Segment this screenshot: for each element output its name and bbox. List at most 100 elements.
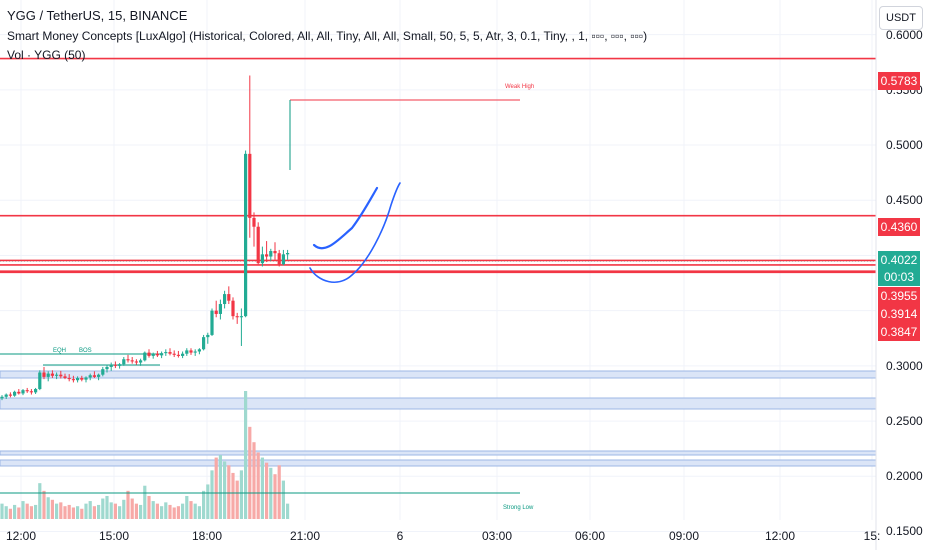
volume-bar [59,502,63,519]
candle-body [231,300,235,317]
candle-body [160,353,164,356]
candle-body [143,352,147,361]
volume-bar [210,470,214,519]
candle-body [193,351,197,353]
candle-body [181,353,185,356]
hand-drawing [309,182,401,283]
price-tick-label: 0.4500 [886,193,923,208]
volume-bar [176,506,180,519]
candle-body [277,253,281,265]
volume-bar [147,495,151,519]
volume-bar [42,490,46,519]
price-tag-last: 0.4022 [878,251,920,269]
volume-bar [8,508,12,519]
volume-bar [0,503,4,519]
volume-bar [239,470,243,519]
volume-bar [197,506,201,519]
volume-bar [17,507,21,519]
volume-bar [88,501,92,519]
volume-bar [118,506,122,519]
volume-bar [214,457,218,519]
volume-bar [248,426,252,519]
candle-body [130,360,134,362]
candle-body [244,153,248,317]
demand-zones [0,370,877,467]
volume-bar [130,498,134,519]
price-tick-label: 0.5000 [886,138,923,153]
volume-bar [139,504,143,519]
volume-bar [50,499,54,519]
volume-bar [265,462,269,519]
candle-body [80,378,84,380]
volume-bar [193,503,197,519]
candle-body [151,353,155,356]
candle-body [67,378,71,380]
candle-body [34,389,38,393]
candle-body [42,372,46,377]
volume-bar [122,499,126,519]
volume-bar [185,495,189,519]
candle-body [168,352,172,354]
volume-bar [256,452,260,519]
price-tag-level-1: 0.3955 [878,287,920,305]
price-level-lines [0,57,876,274]
volume-bar [63,506,67,519]
volume-bar [92,506,96,519]
candle-body [71,379,75,381]
volume-bar [286,503,290,519]
volume-bar [67,504,71,519]
candle-body [235,316,239,318]
volume-bar [189,501,193,519]
smc-structure-lines [0,99,876,494]
candle-body [38,372,42,390]
candle-body [239,316,243,318]
candle-body [97,374,101,377]
volume-bar [38,483,42,519]
volume-bar [29,506,33,519]
candle-body [256,226,260,264]
volume-legend[interactable]: Vol · YGG (50) [7,48,86,62]
volume-bar [244,391,248,519]
volume-bar [281,480,285,519]
candle-body [92,375,96,377]
volume-bar [143,485,147,519]
candle-body [147,352,151,356]
drawn-curve-lower [309,182,401,283]
candle-body [118,364,122,366]
indicator-legend[interactable]: Smart Money Concepts [LuxAlgo] (Historic… [7,29,648,43]
candle-body [25,390,29,392]
candle-body [46,373,50,377]
volume-bar [21,501,25,519]
volume-bar [97,504,101,519]
volume-bar [277,465,281,519]
candle-body [17,391,21,394]
volume-bar [101,498,105,519]
time-tick-label: 18:00 [191,529,223,543]
price-tick-label: 0.2500 [886,414,923,429]
zone-band [0,459,877,467]
time-tick-label: 6 [396,529,404,543]
candle-body [176,354,180,356]
volume-bar [46,497,50,519]
candle-body [63,376,67,378]
volume-bar [172,507,176,519]
candle-body [105,366,109,370]
bar-countdown: 00:03 [878,268,920,286]
volume-bar [4,506,8,519]
volume-bar [235,480,239,519]
candle-body [50,373,54,376]
volume-bar [260,457,264,519]
symbol-title[interactable]: YGG / TetherUS, 15, BINANCE [7,8,188,23]
volume-bar [55,503,59,519]
candle-body [21,390,25,394]
volume-bar [13,504,17,519]
candle-body [260,254,264,264]
candle-body [164,352,168,354]
currency-button[interactable]: USDT [879,6,923,30]
time-tick-label: 15: [863,529,881,543]
candle-body [248,153,252,218]
candle-body [101,369,105,375]
volume-bar [202,490,206,519]
candle-body [59,374,63,377]
